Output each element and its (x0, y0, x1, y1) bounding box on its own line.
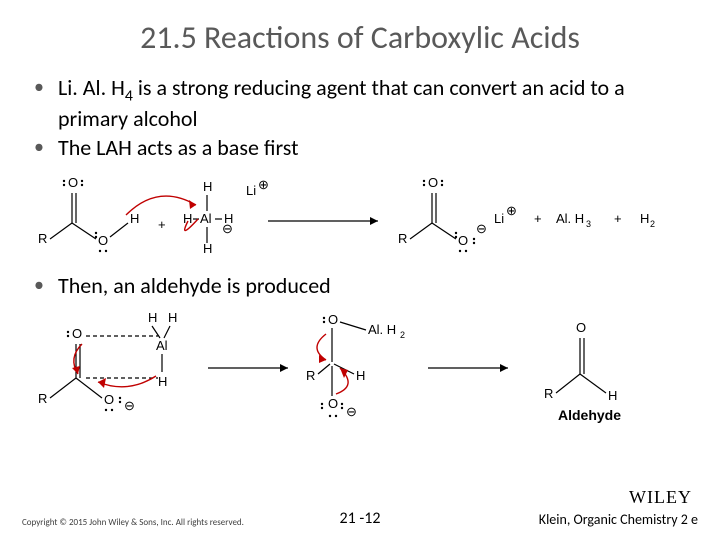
label-H: H (148, 310, 157, 325)
label-H: H (168, 310, 177, 325)
label-O: O (72, 326, 82, 341)
label-H: H (203, 179, 212, 194)
slide-footer: Copyright © 2015 John Wiley & Sons, Inc.… (0, 509, 720, 528)
reaction-diagram-1: R O O H + H H Al H H (28, 171, 692, 259)
label-sub3: 3 (586, 219, 591, 229)
bullet-dot-icon: • (28, 273, 58, 298)
label-H: H (356, 368, 365, 383)
slide-title: 21.5 Reactions of Carboxylic Acids (0, 0, 720, 65)
label-H: H (130, 211, 139, 226)
label-plus: + (158, 217, 166, 232)
label-R: R (398, 231, 407, 246)
aldehyde-caption: Aldehyde (558, 407, 621, 423)
bullet-3: • Then, an aldehyde is produced (28, 273, 692, 300)
wiley-logo: WILEY (629, 487, 692, 508)
label-H2: H (640, 211, 649, 226)
label-R: R (38, 391, 47, 406)
label-circlePlus: ⊕ (258, 177, 269, 192)
label-O: O (576, 320, 586, 335)
label-O: O (98, 233, 108, 248)
label-O: O (328, 396, 338, 411)
bullet-1-text: Li. Al. H4 is a strong reducing agent th… (58, 75, 692, 133)
label-O: O (428, 175, 438, 190)
label-H: H (203, 241, 212, 256)
bullet-1-post: is a strong reducing agent that can conv… (58, 74, 625, 132)
label-circleMinus: ⊖ (476, 221, 487, 236)
label-R: R (38, 231, 47, 246)
label-circleMinus: ⊖ (124, 398, 135, 413)
bullet-dot-icon: • (28, 75, 58, 100)
label-H: H (158, 374, 167, 389)
label-circlePlus: ⊕ (506, 203, 517, 218)
label-circleMinus: ⊖ (222, 221, 233, 236)
label-AlH3: Al. H (556, 211, 584, 226)
label-plus: + (614, 211, 622, 226)
label-sub2: 2 (650, 219, 655, 229)
copyright-text: Copyright © 2015 John Wiley & Sons, Inc.… (22, 517, 320, 528)
bullet-2-text: The LAH acts as a base first (58, 135, 299, 162)
label-Li: Li (494, 211, 504, 226)
label-O: O (328, 312, 338, 327)
bullet-1: • Li. Al. H4 is a strong reducing agent … (28, 75, 692, 133)
bullet-3-text: Then, an aldehyde is produced (58, 273, 331, 300)
label-O: O (458, 233, 468, 248)
reaction-diagram-2: R O O ⊖ H H Al H (28, 308, 692, 428)
bullet-1-sub: 4 (125, 86, 133, 105)
bullet-1-pre: Li. Al. H (58, 74, 125, 101)
label-O: O (104, 392, 114, 407)
label-Al: Al (156, 338, 168, 353)
label-H: H (183, 211, 192, 226)
citation-text: Klein, Organic Chemistry 2 e (400, 511, 698, 528)
label-plus: + (534, 211, 542, 226)
label-R: R (544, 386, 553, 401)
label-Li: Li (246, 183, 256, 198)
label-O: O (68, 175, 78, 190)
label-H: H (608, 388, 617, 403)
bullet-dot-icon: • (28, 135, 58, 160)
label-AlH2: Al. H (368, 322, 396, 337)
label-circleMinus: ⊖ (346, 404, 357, 419)
label-Al: Al (200, 211, 212, 226)
slide-content: • Li. Al. H4 is a strong reducing agent … (0, 65, 720, 428)
label-sub2: 2 (400, 330, 405, 340)
label-R: R (306, 368, 315, 383)
bullet-2: • The LAH acts as a base first (28, 135, 692, 162)
page-number: 21 -12 (320, 509, 400, 528)
